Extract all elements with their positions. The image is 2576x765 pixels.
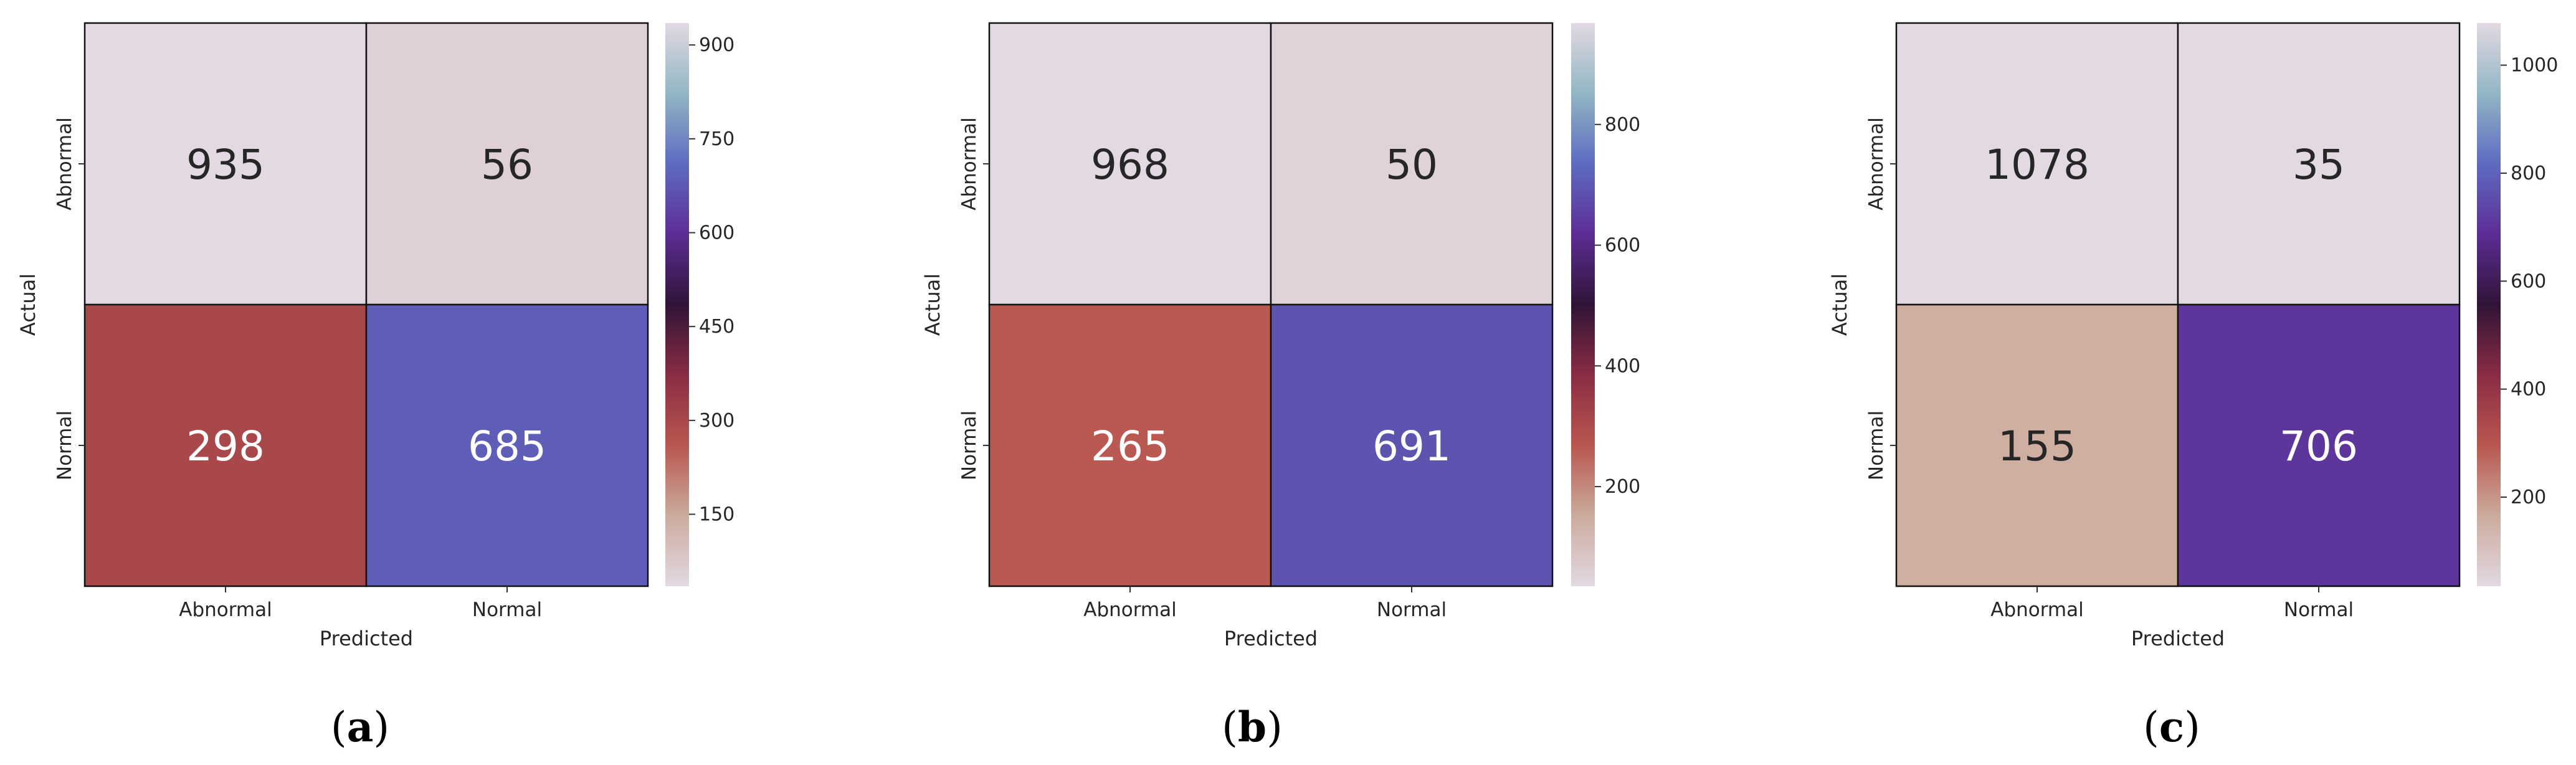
x-tick-label: Abnormal <box>179 599 272 621</box>
panel-label: (b) <box>1222 703 1283 751</box>
x-tick-label: Normal <box>1377 599 1447 621</box>
colorbar-tick-label: 800 <box>1605 114 1640 136</box>
colorbar-tick-label: 600 <box>1605 235 1640 257</box>
panel-letter: c <box>2159 703 2184 751</box>
colorbar-tick-label: 400 <box>2511 379 2546 401</box>
y-tick-label: Abnormal <box>958 117 981 211</box>
heatmap-cell <box>365 303 649 587</box>
confusion-matrix-panel-b: 968 50 265 691 Abnormal Normal Abnormal Normal P… <box>921 22 1640 751</box>
heatmap-cell <box>2177 303 2461 587</box>
heatmap-cell <box>2177 22 2461 306</box>
colorbar-tick-label: 300 <box>699 410 734 432</box>
cell-value-label: 298 <box>186 422 265 470</box>
y-axis-label: Actual <box>921 273 944 336</box>
cell-value-label: 968 <box>1091 141 1169 189</box>
x-axis-label: Predicted <box>320 627 413 650</box>
colorbar <box>1571 23 1595 586</box>
colorbar <box>2477 23 2501 586</box>
colorbar-tick-label: 600 <box>2511 270 2546 292</box>
y-tick-label: Abnormal <box>1865 117 1888 211</box>
colorbar-tick-label: 750 <box>699 128 734 150</box>
cell-value-label: 1078 <box>1985 141 2089 189</box>
panel-letter: a <box>347 703 374 751</box>
cell-value-label: 265 <box>1091 422 1169 470</box>
x-axis-label: Predicted <box>1224 627 1318 650</box>
y-axis-label: Actual <box>1828 273 1851 336</box>
cell-value-label: 155 <box>1998 422 2076 470</box>
y-tick-label: Normal <box>54 411 76 480</box>
x-tick-label: Normal <box>2284 599 2354 621</box>
heatmap-cell <box>1270 303 1554 587</box>
heatmap-cell <box>1895 22 2179 306</box>
x-tick-label: Abnormal <box>1990 599 2084 621</box>
confusion-matrix-panel-a: 935 56 298 685 Abnormal Normal Abnormal Normal P… <box>16 22 734 751</box>
colorbar-tick-label: 150 <box>699 503 734 525</box>
cell-value-label: 935 <box>186 141 265 189</box>
colorbar-tick-label: 600 <box>699 222 734 244</box>
colorbar-tick-label: 800 <box>2511 163 2546 184</box>
cell-value-label: 35 <box>2293 141 2345 189</box>
heatmap-cell <box>83 22 368 306</box>
heatmap-cell <box>988 303 1272 587</box>
heatmap-cell <box>83 303 368 587</box>
cell-value-label: 685 <box>468 422 546 470</box>
heatmap-cell <box>1270 22 1554 306</box>
heatmap-cell <box>1895 303 2179 587</box>
x-tick-label: Abnormal <box>1083 599 1177 621</box>
x-tick-label: Normal <box>472 599 542 621</box>
colorbar-tick-label: 900 <box>699 34 734 56</box>
cell-value-label: 56 <box>481 141 533 189</box>
colorbar-tick-label: 200 <box>2511 487 2546 508</box>
cell-value-label: 706 <box>2279 422 2358 470</box>
cell-value-label: 50 <box>1385 141 1438 189</box>
colorbar <box>665 23 689 586</box>
y-axis-label: Actual <box>16 273 40 336</box>
colorbar-tick-label: 400 <box>1605 355 1640 377</box>
panel-label: (a) <box>331 703 389 751</box>
colorbar-tick-label: 1000 <box>2511 55 2558 77</box>
colorbar-tick-label: 200 <box>1605 476 1640 498</box>
cell-value-label: 691 <box>1372 422 1451 470</box>
y-tick-label: Normal <box>1865 411 1888 480</box>
y-tick-label: Abnormal <box>54 117 76 211</box>
y-tick-label: Normal <box>958 411 981 480</box>
heatmap-cell <box>365 22 649 306</box>
x-axis-label: Predicted <box>2131 627 2225 650</box>
colorbar-tick-label: 450 <box>699 316 734 338</box>
panel-label: (c) <box>2143 703 2200 751</box>
confusion-matrix-panel-c: 1078 35 155 706 Abnormal Normal Abnormal Normal… <box>1828 22 2558 751</box>
panel-letter: b <box>1238 703 1267 751</box>
